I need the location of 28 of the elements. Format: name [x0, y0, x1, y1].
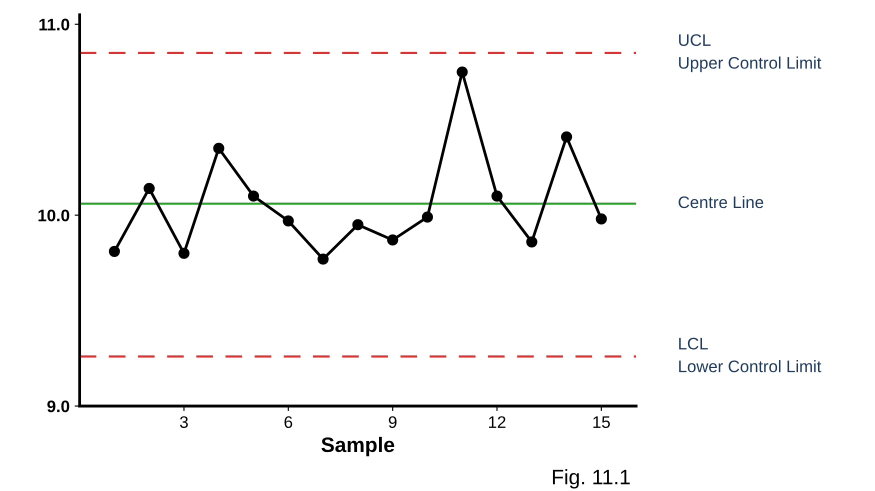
point [282, 215, 294, 226]
point [596, 213, 607, 225]
x-tick-label: 3 [180, 416, 188, 428]
x-tick-label: 9 [388, 416, 396, 428]
x-tick-label: 12 [489, 416, 506, 428]
point [491, 190, 503, 202]
x-axis-title: Sample [321, 436, 394, 456]
point [422, 212, 433, 223]
ref-line-label: Centre Line [678, 196, 764, 208]
point [213, 142, 224, 154]
point [248, 190, 260, 202]
point [108, 246, 120, 257]
y-tick-label: 9.0 [47, 400, 70, 412]
ref-line-label: UCL Upper Control Limit [679, 34, 822, 72]
point [561, 131, 572, 142]
x-tick-label: 6 [284, 416, 292, 428]
x-tick-label: 15 [593, 416, 610, 428]
ref-line-label: LCL Lower Control Limit [679, 338, 822, 372]
point [387, 234, 398, 246]
point [318, 254, 329, 265]
point [352, 219, 364, 230]
point [456, 66, 468, 78]
point [144, 182, 155, 194]
y-tick-label: 11.0 [39, 18, 70, 30]
point [178, 248, 190, 259]
caption: Fig. 11.1 [552, 469, 630, 489]
point [526, 236, 538, 248]
y-tick-label: 10.0 [38, 210, 70, 222]
